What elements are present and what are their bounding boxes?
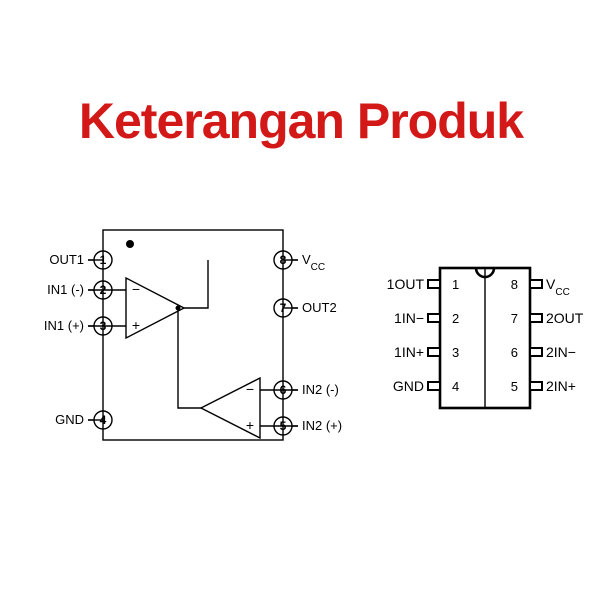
pin-label: GND: [393, 378, 424, 394]
plus-icon: +: [246, 417, 254, 433]
pin-lead-icon: [530, 348, 542, 356]
pin-label: 1OUT: [387, 276, 425, 292]
pin-number: 2: [452, 311, 459, 326]
pin-number: 5: [280, 419, 287, 433]
wire: [184, 260, 208, 308]
schematic: − + − + 1 OUT1 2 IN1 (-) 3 IN1 (+) 4 GND 8 VCC 7 OUT2…: [44, 230, 342, 440]
pin-lead-icon: [530, 314, 542, 322]
pin-label: IN2 (-): [302, 382, 339, 397]
pin-number: 8: [280, 253, 287, 267]
pin-lead-icon: [428, 382, 440, 390]
pin-label: 1IN−: [394, 310, 424, 326]
pin-lead-icon: [428, 348, 440, 356]
pin-lead-icon: [428, 314, 440, 322]
opamp-group: − + − +: [126, 278, 260, 438]
pin-number: 3: [452, 345, 459, 360]
pin-label: IN1 (+): [44, 318, 84, 333]
pin-label: 1IN+: [394, 344, 424, 360]
pin-lead-icon: [530, 382, 542, 390]
pin-number: 6: [280, 383, 287, 397]
pin-label: GND: [55, 412, 84, 427]
notch-dot-icon: [126, 240, 134, 248]
pin-lead-icon: [428, 280, 440, 288]
minus-icon: −: [132, 281, 140, 297]
pin-number: 1: [100, 253, 107, 267]
pin-number: 5: [511, 379, 518, 394]
diagram-canvas: −+−+ 1OUT12IN1 (-)3IN1 (+)4GND 8VCC7OUT2…: [0, 0, 602, 602]
pins-left: 1 OUT1 2 IN1 (-) 3 IN1 (+) 4 GND: [44, 251, 112, 429]
pin-number: 4: [452, 379, 459, 394]
pin-number: 1: [452, 277, 459, 292]
package-outline: 1 1OUT 2 1IN− 3 1IN+ 4 GND 8 VCC 7 2OUT 6 2IN− 5 2IN+: [387, 268, 584, 408]
minus-icon: −: [246, 381, 254, 397]
plus-icon: +: [132, 317, 140, 333]
package-pins-right: 8 VCC 7 2OUT 6 2IN− 5 2IN+: [511, 276, 584, 394]
pins-right: 8 VCC 7 OUT2 6 IN2 (-) 5 IN2 (+): [274, 251, 342, 435]
junction-dot-icon: [176, 306, 181, 311]
pin-number: 2: [100, 283, 107, 297]
wire: [178, 308, 201, 408]
pin-label: 2IN+: [546, 378, 576, 394]
pin-label: 2OUT: [546, 310, 584, 326]
pin-label: IN2 (+): [302, 418, 342, 433]
pin-label: VCC: [302, 252, 325, 273]
pin-label: OUT1: [49, 252, 84, 267]
pin-number: 4: [100, 413, 107, 427]
pin-number: 7: [511, 311, 518, 326]
package-pins-left: 1 1OUT 2 1IN− 3 1IN+ 4 GND: [387, 276, 460, 394]
pin-label: OUT2: [302, 300, 337, 315]
pin-number: 7: [280, 301, 287, 315]
pin-label: IN1 (-): [47, 282, 84, 297]
pin-number: 6: [511, 345, 518, 360]
wire-group: [88, 260, 298, 426]
pin-lead-icon: [530, 280, 542, 288]
pin-number: 8: [511, 277, 518, 292]
pin-label: VCC: [546, 276, 570, 298]
pin-label: 2IN−: [546, 344, 576, 360]
pin-number: 3: [100, 319, 107, 333]
